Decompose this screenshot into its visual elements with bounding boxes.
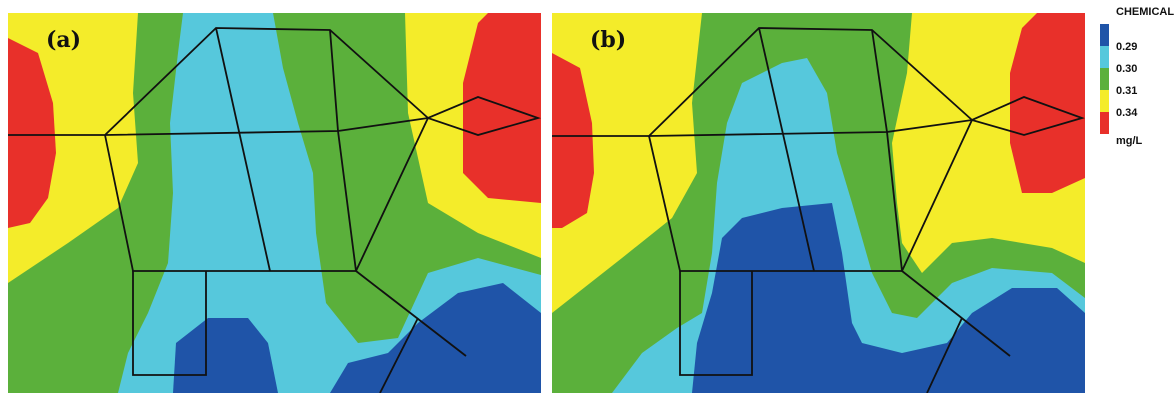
contour-map-panel-b: (b) (552, 13, 1085, 393)
legend-item-yellow: 0.31 (1100, 85, 1174, 112)
network-lines-b (552, 27, 1085, 393)
legend-label: 0.29 (1116, 41, 1138, 53)
contour-map-panel-a: (a) (8, 13, 541, 393)
legend-swatch (1100, 24, 1109, 46)
legend-swatch (1100, 46, 1109, 68)
legend-item-dark-blue (1100, 24, 1174, 46)
legend-label: 0.34 (1116, 107, 1138, 119)
contour-map-b (552, 13, 1085, 393)
contour-map-a (8, 13, 541, 393)
legend-label: 0.30 (1116, 63, 1138, 75)
legend-title: CHEMICAL (1116, 6, 1175, 18)
legend-swatch (1100, 90, 1109, 112)
panel-label-a: (a) (46, 27, 82, 53)
contour-dark-blue-a-right (330, 283, 541, 393)
legend-unit: mg/L (1116, 135, 1143, 147)
contour-red-b-right (1010, 13, 1085, 193)
contour-red-a-right (463, 13, 541, 203)
contour-light-blue-a (118, 13, 541, 393)
legend-swatch (1100, 68, 1109, 90)
contour-dark-blue-b (692, 203, 1085, 393)
network-lines-a (8, 27, 541, 393)
legend-item-green: 0.30 (1100, 63, 1174, 90)
contour-red-a-left (8, 38, 56, 228)
legend-swatch (1100, 112, 1109, 134)
legend-label: 0.31 (1116, 85, 1138, 97)
legend-item-red: 0.34 (1100, 107, 1174, 134)
legend-item-light-blue: 0.29 (1100, 41, 1174, 68)
contour-red-b-left (552, 53, 594, 228)
panel-label-b: (b) (590, 27, 627, 53)
